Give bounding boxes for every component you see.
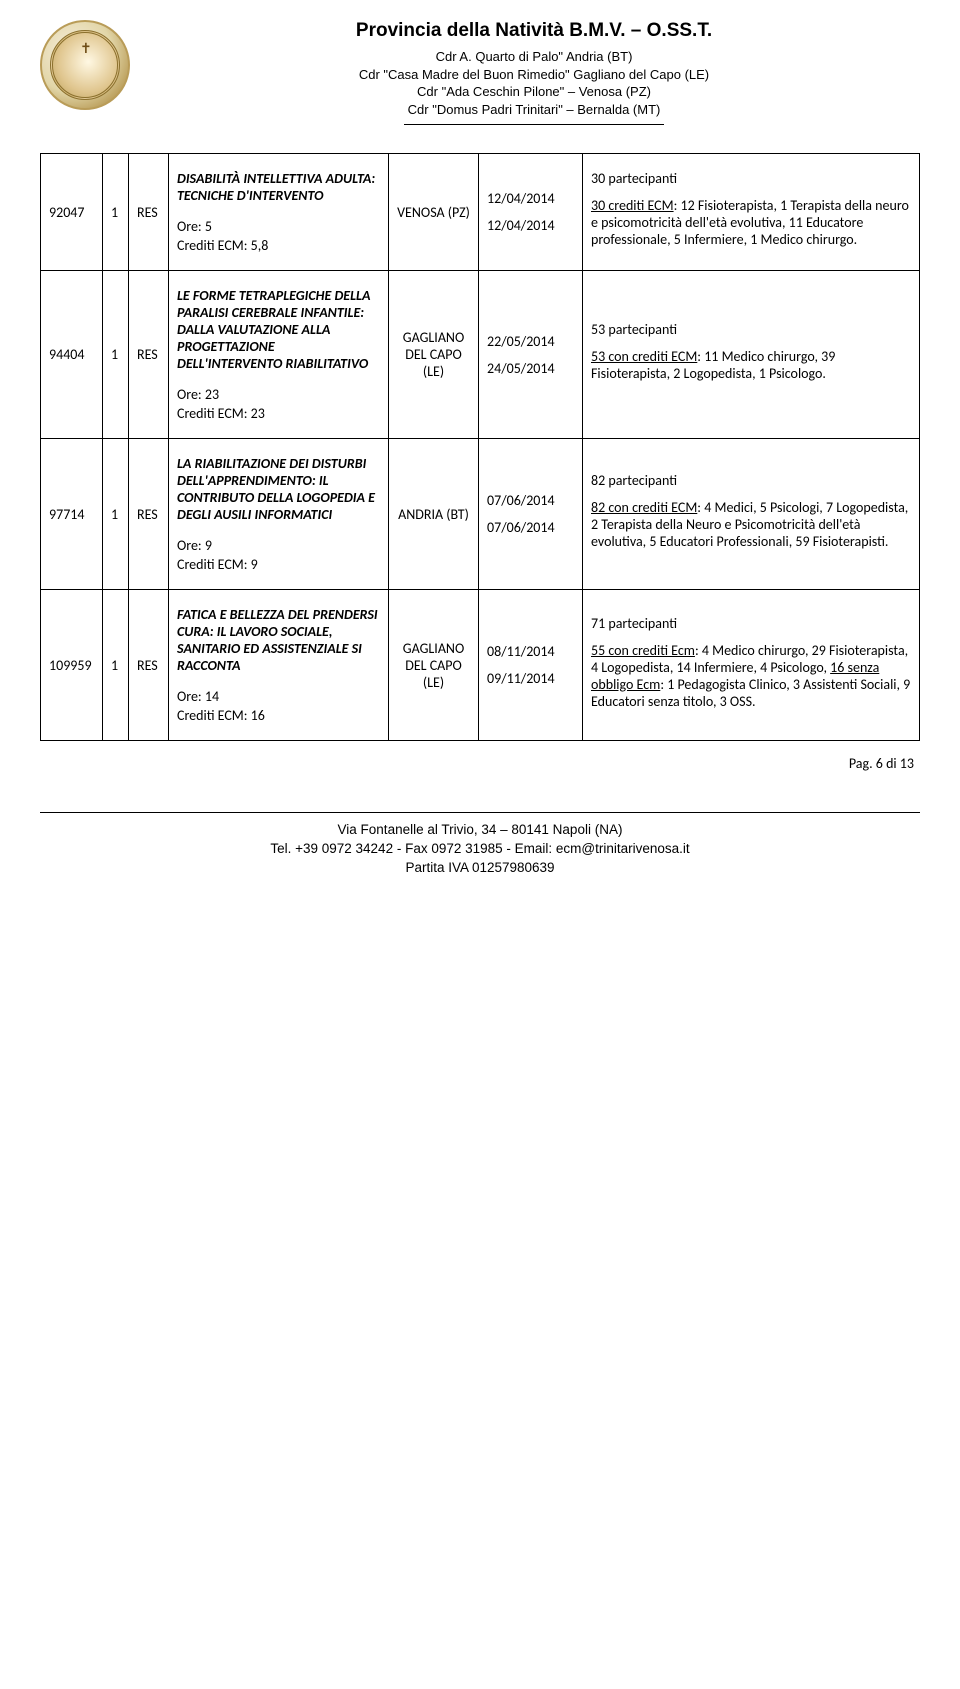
cell-location: VENOSA (PZ)	[389, 154, 479, 271]
page-number: Pag. 6 di 13	[40, 755, 920, 772]
date-end: 07/06/2014	[487, 519, 574, 536]
ore: Ore: 14	[177, 688, 380, 705]
cell-notes: 30 partecipanti 30 crediti ECM: 12 Fisio…	[583, 154, 920, 271]
cell-col3: RES	[129, 590, 169, 741]
footer-address: Via Fontanelle al Trivio, 34 – 80141 Nap…	[0, 821, 960, 840]
cell-dates: 22/05/2014 24/05/2014	[479, 271, 583, 439]
logo-wrap	[40, 20, 130, 110]
cell-col3: RES	[129, 439, 169, 590]
notes-lead: 82 con crediti ECM	[591, 499, 697, 516]
table-row: 97714 1 RES LA RIABILITAZIONE DEI DISTUR…	[41, 439, 920, 590]
notes-text: 30 crediti ECM: 12 Fisioterapista, 1 Ter…	[591, 197, 911, 248]
footer-tel: Tel. +39 0972 34242 - Fax 0972 31985 - E…	[0, 840, 960, 859]
cdr-line: Cdr A. Quarto di Palo" Andria (BT)	[148, 48, 920, 66]
notes-text: 82 con crediti ECM: 4 Medici, 5 Psicolog…	[591, 499, 911, 550]
crediti: Crediti ECM: 9	[177, 556, 380, 573]
crediti: Crediti ECM: 16	[177, 707, 380, 724]
partecipanti: 30 partecipanti	[591, 170, 911, 187]
footer-piva: Partita IVA 01257980639	[0, 859, 960, 878]
crediti: Crediti ECM: 23	[177, 405, 380, 422]
cell-dates: 12/04/2014 12/04/2014	[479, 154, 583, 271]
cell-col2: 1	[103, 271, 129, 439]
cell-col2: 1	[103, 154, 129, 271]
cell-id: 97714	[41, 439, 103, 590]
ore: Ore: 9	[177, 537, 380, 554]
notes-text: 55 con crediti Ecm: 4 Medico chirurgo, 2…	[591, 642, 911, 710]
course-title: FATICA E BELLEZZA DEL PRENDERSI CURA: IL…	[177, 606, 380, 674]
footer-divider	[40, 812, 920, 813]
cell-id: 92047	[41, 154, 103, 271]
cell-course: DISABILITÀ INTELLETTIVA ADULTA: TECNICHE…	[169, 154, 389, 271]
date-end: 09/11/2014	[487, 670, 574, 687]
cell-col2: 1	[103, 439, 129, 590]
cell-col3: RES	[129, 154, 169, 271]
org-title: Provincia della Natività B.M.V. – O.SS.T…	[148, 20, 920, 42]
partecipanti: 82 partecipanti	[591, 472, 911, 489]
course-title: LA RIABILITAZIONE DEI DISTURBI DELL'APPR…	[177, 455, 380, 523]
date-start: 08/11/2014	[487, 643, 574, 660]
footer-contact: Via Fontanelle al Trivio, 34 – 80141 Nap…	[0, 821, 960, 906]
cell-course: FATICA E BELLEZZA DEL PRENDERSI CURA: IL…	[169, 590, 389, 741]
cell-col3: RES	[129, 271, 169, 439]
course-title: DISABILITÀ INTELLETTIVA ADULTA: TECNICHE…	[177, 170, 380, 204]
date-end: 12/04/2014	[487, 217, 574, 234]
cdr-line: Cdr "Domus Padri Trinitari" – Bernalda (…	[148, 101, 920, 119]
cell-course: LA RIABILITAZIONE DEI DISTURBI DELL'APPR…	[169, 439, 389, 590]
letterhead: Provincia della Natività B.M.V. – O.SS.T…	[40, 20, 920, 125]
header-divider	[404, 124, 664, 125]
cell-notes: 82 partecipanti 82 con crediti ECM: 4 Me…	[583, 439, 920, 590]
cell-id: 109959	[41, 590, 103, 741]
cell-location: GAGLIANO DEL CAPO (LE)	[389, 271, 479, 439]
notes-text: 53 con crediti ECM: 11 Medico chirurgo, …	[591, 348, 911, 382]
table-row: 109959 1 RES FATICA E BELLEZZA DEL PREND…	[41, 590, 920, 741]
cell-dates: 08/11/2014 09/11/2014	[479, 590, 583, 741]
course-title: LE FORME TETRAPLEGICHE DELLA PARALISI CE…	[177, 287, 380, 372]
cdr-line: Cdr "Ada Ceschin Pilone" – Venosa (PZ)	[148, 83, 920, 101]
cell-col2: 1	[103, 590, 129, 741]
partecipanti: 53 partecipanti	[591, 321, 911, 338]
cell-id: 94404	[41, 271, 103, 439]
notes-lead: 53 con crediti ECM	[591, 348, 697, 365]
date-start: 22/05/2014	[487, 333, 574, 350]
ore: Ore: 23	[177, 386, 380, 403]
header-center: Provincia della Natività B.M.V. – O.SS.T…	[148, 20, 920, 125]
cdr-line: Cdr "Casa Madre del Buon Rimedio" Gaglia…	[148, 66, 920, 84]
notes-lead: 30 crediti ECM	[591, 197, 674, 214]
cell-notes: 71 partecipanti 55 con crediti Ecm: 4 Me…	[583, 590, 920, 741]
date-start: 12/04/2014	[487, 190, 574, 207]
date-end: 24/05/2014	[487, 360, 574, 377]
partecipanti: 71 partecipanti	[591, 615, 911, 632]
notes-lead: 55 con crediti Ecm	[591, 642, 695, 659]
courses-table: 92047 1 RES DISABILITÀ INTELLETTIVA ADUL…	[40, 153, 920, 741]
ore: Ore: 5	[177, 218, 380, 235]
crediti: Crediti ECM: 5,8	[177, 237, 380, 254]
cell-dates: 07/06/2014 07/06/2014	[479, 439, 583, 590]
cell-location: GAGLIANO DEL CAPO (LE)	[389, 590, 479, 741]
org-logo	[40, 20, 130, 110]
cell-notes: 53 partecipanti 53 con crediti ECM: 11 M…	[583, 271, 920, 439]
table-row: 92047 1 RES DISABILITÀ INTELLETTIVA ADUL…	[41, 154, 920, 271]
cell-location: ANDRIA (BT)	[389, 439, 479, 590]
page: Provincia della Natività B.M.V. – O.SS.T…	[0, 0, 960, 792]
date-start: 07/06/2014	[487, 492, 574, 509]
cell-course: LE FORME TETRAPLEGICHE DELLA PARALISI CE…	[169, 271, 389, 439]
table-row: 94404 1 RES LE FORME TETRAPLEGICHE DELLA…	[41, 271, 920, 439]
